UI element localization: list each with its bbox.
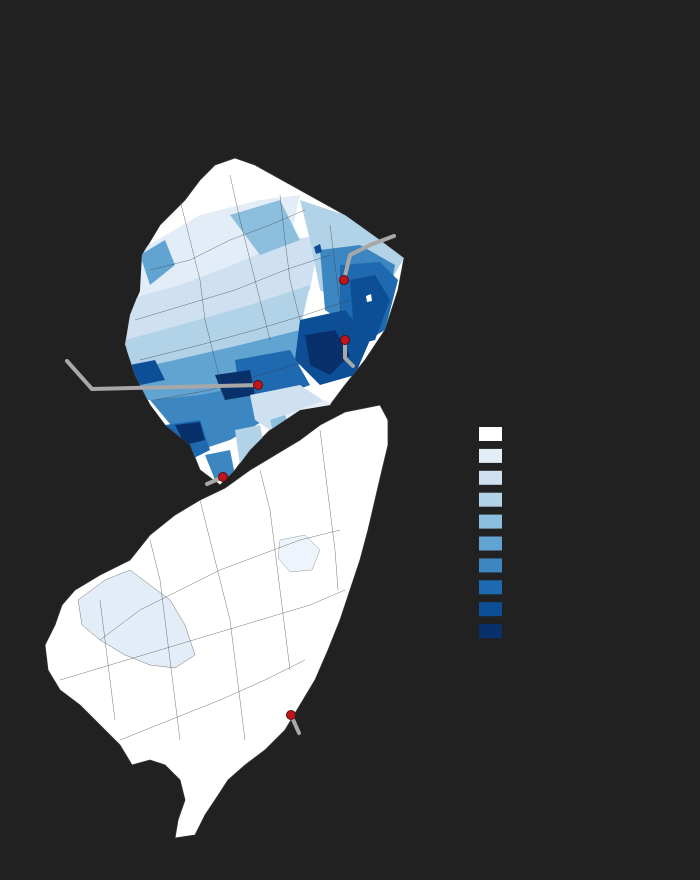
legend-swatch-9 bbox=[479, 602, 502, 617]
legend-swatch-8 bbox=[479, 580, 502, 595]
legend-swatch-2 bbox=[479, 448, 502, 463]
south-jersey-region bbox=[44, 404, 389, 839]
marker-paterson[interactable] bbox=[339, 275, 349, 285]
northeast-white-municipality bbox=[366, 294, 372, 302]
legend-swatch-1 bbox=[479, 427, 502, 441]
legend-swatch-4 bbox=[479, 492, 502, 507]
city-markers bbox=[218, 275, 350, 720]
municipal-boundaries bbox=[59, 174, 351, 741]
legend-swatch-6 bbox=[479, 536, 502, 551]
northeast-dark-municipality bbox=[314, 244, 322, 254]
north-choropleth-bands bbox=[125, 195, 404, 480]
legend-swatch-3 bbox=[479, 470, 502, 485]
legend bbox=[479, 427, 502, 639]
marker-atlantic-coast[interactable] bbox=[286, 710, 296, 720]
marker-trenton[interactable] bbox=[218, 472, 228, 482]
legend-swatch-7 bbox=[479, 558, 502, 573]
marker-newark[interactable] bbox=[340, 335, 350, 345]
leader-line-paterson bbox=[342, 234, 396, 282]
leader-line-newark bbox=[343, 338, 355, 368]
legend-swatch-10 bbox=[479, 624, 502, 639]
legend-swatch-5 bbox=[479, 514, 502, 529]
leader-line-new-brunswick bbox=[65, 359, 260, 391]
marker-new-brunswick[interactable] bbox=[253, 380, 263, 390]
